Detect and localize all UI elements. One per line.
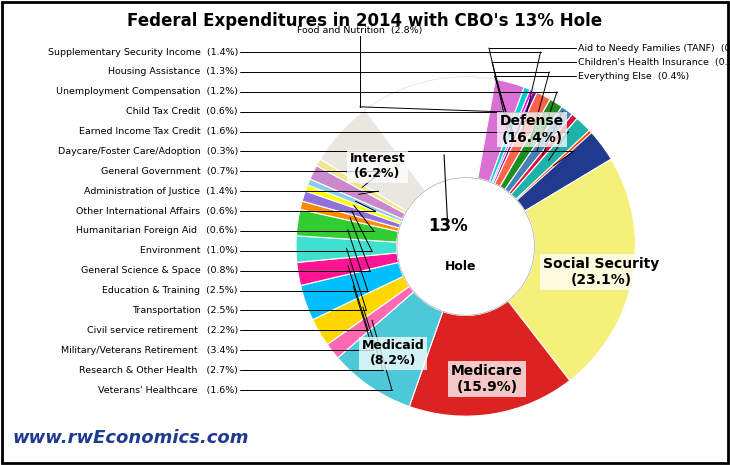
- Text: Administration of Justice  (1.4%): Administration of Justice (1.4%): [85, 186, 238, 196]
- Text: Social Security
(23.1%): Social Security (23.1%): [542, 257, 659, 287]
- Text: Interest
(6.2%): Interest (6.2%): [350, 153, 405, 180]
- Text: Veterans' Healthcare   (1.6%): Veterans' Healthcare (1.6%): [98, 385, 238, 394]
- Wedge shape: [509, 114, 577, 194]
- Wedge shape: [327, 286, 414, 358]
- Text: Housing Assistance  (1.3%): Housing Assistance (1.3%): [108, 67, 238, 76]
- Text: Environment  (1.0%): Environment (1.0%): [140, 246, 238, 255]
- Wedge shape: [307, 179, 402, 221]
- Wedge shape: [493, 91, 537, 184]
- Text: General Government  (0.7%): General Government (0.7%): [101, 167, 238, 176]
- Wedge shape: [300, 201, 399, 232]
- Text: Everything Else  (0.4%): Everything Else (0.4%): [578, 72, 689, 80]
- Text: Food and Nutrition  (2.8%): Food and Nutrition (2.8%): [297, 26, 423, 34]
- Text: General Science & Space  (0.8%): General Science & Space (0.8%): [81, 266, 238, 275]
- Text: Transportation  (2.5%): Transportation (2.5%): [131, 306, 238, 315]
- Wedge shape: [301, 262, 404, 319]
- Text: Child Tax Credit  (0.6%): Child Tax Credit (0.6%): [126, 107, 238, 116]
- Text: Federal Expenditures in 2014 with CBO's 13% Hole: Federal Expenditures in 2014 with CBO's …: [128, 12, 602, 30]
- Text: www.rwEconomics.com: www.rwEconomics.com: [12, 429, 248, 447]
- Text: Other International Affairs  (0.6%): Other International Affairs (0.6%): [77, 206, 238, 216]
- Wedge shape: [305, 185, 402, 224]
- Text: 13%: 13%: [428, 218, 468, 235]
- Text: Children's Health Insurance  (0.3%): Children's Health Insurance (0.3%): [578, 58, 730, 66]
- Wedge shape: [410, 301, 570, 416]
- Wedge shape: [504, 106, 572, 193]
- Text: Unemployment Compensation  (1.2%): Unemployment Compensation (1.2%): [56, 87, 238, 96]
- Wedge shape: [508, 159, 635, 380]
- Wedge shape: [297, 253, 399, 286]
- Wedge shape: [302, 191, 401, 228]
- Text: Defense
(16.4%): Defense (16.4%): [500, 114, 564, 145]
- Text: Aid to Needy Families (TANF)  (0.6%): Aid to Needy Families (TANF) (0.6%): [578, 44, 730, 53]
- Text: Civil service retirement   (2.2%): Civil service retirement (2.2%): [87, 326, 238, 335]
- Text: Medicaid
(8.2%): Medicaid (8.2%): [361, 339, 424, 367]
- Wedge shape: [317, 159, 407, 214]
- Wedge shape: [511, 119, 589, 199]
- Wedge shape: [312, 276, 410, 345]
- Text: Supplementary Security Income  (1.4%): Supplementary Security Income (1.4%): [47, 47, 238, 57]
- Wedge shape: [296, 236, 397, 262]
- Wedge shape: [338, 292, 443, 406]
- Text: Medicare
(15.9%): Medicare (15.9%): [451, 364, 523, 394]
- Text: Education & Training  (2.5%): Education & Training (2.5%): [102, 286, 238, 295]
- Wedge shape: [296, 209, 399, 242]
- Text: Earned Income Tax Credit  (1.6%): Earned Income Tax Credit (1.6%): [79, 127, 238, 136]
- Wedge shape: [320, 110, 425, 211]
- Wedge shape: [516, 130, 591, 200]
- Text: Military/Veterans Retirement   (3.4%): Military/Veterans Retirement (3.4%): [61, 346, 238, 355]
- Wedge shape: [495, 93, 550, 187]
- Text: Daycare/Foster Care/Adoption  (0.3%): Daycare/Foster Care/Adoption (0.3%): [58, 147, 238, 156]
- Wedge shape: [500, 100, 562, 190]
- Wedge shape: [478, 80, 524, 182]
- Wedge shape: [489, 87, 530, 183]
- Circle shape: [397, 178, 534, 315]
- Text: Humanitarian Foreign Aid   (0.6%): Humanitarian Foreign Aid (0.6%): [77, 226, 238, 235]
- Text: Research & Other Health   (2.7%): Research & Other Health (2.7%): [79, 365, 238, 375]
- Wedge shape: [492, 89, 533, 183]
- Text: Hole: Hole: [445, 260, 477, 273]
- Wedge shape: [364, 77, 496, 191]
- Wedge shape: [466, 77, 611, 211]
- Wedge shape: [310, 166, 405, 219]
